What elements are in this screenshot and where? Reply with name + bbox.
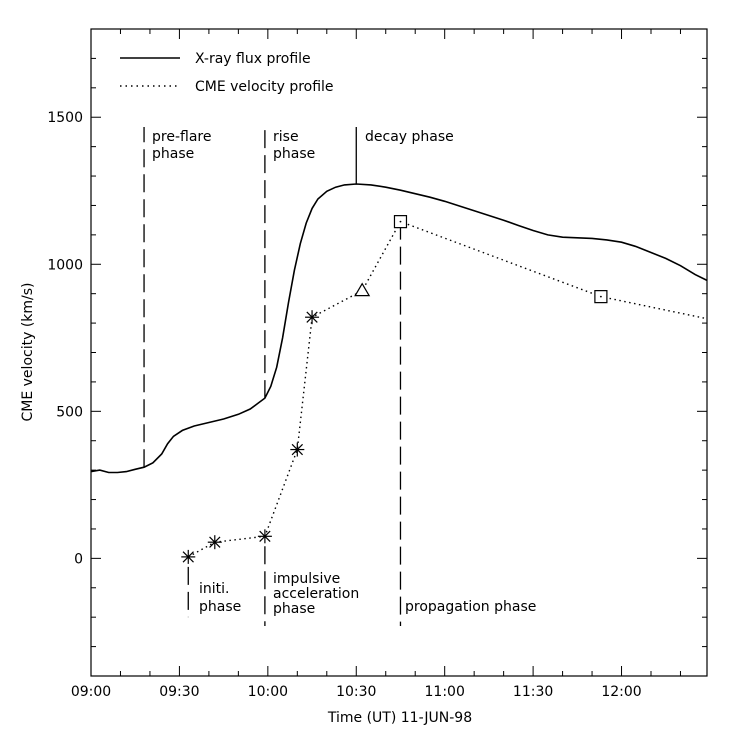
annotation-initi-2: phase <box>199 599 241 615</box>
x-tick-labels: 09:00 09:30 10:00 10:30 11:00 11:30 12:00 <box>71 684 642 700</box>
marker-square-dot <box>599 295 602 298</box>
x-tick-label: 12:00 <box>601 684 641 700</box>
series-line-cme-velocity <box>187 220 708 558</box>
marker-asterisk <box>207 535 222 550</box>
axis-ticks <box>90 28 707 677</box>
y-tick-label: 500 <box>56 404 83 420</box>
phase-lines <box>143 127 402 627</box>
y-tick-label: 1500 <box>47 110 83 126</box>
marker-triangle <box>354 282 371 297</box>
marker-asterisk-stroke <box>306 311 318 323</box>
phase-annotations: pre-flare phase rise phase decay phase i… <box>152 129 536 617</box>
y-tick-labels: 0 500 1000 1500 <box>47 110 83 567</box>
x-tick-label: 09:00 <box>71 684 111 700</box>
y-tick-label: 1000 <box>47 257 83 273</box>
legend-label-xray: X-ray flux profile <box>195 51 311 67</box>
marker-asterisk-stroke <box>291 443 303 456</box>
marker-asterisk <box>181 549 196 564</box>
marker-asterisk <box>290 442 305 457</box>
marker-asterisk <box>257 529 272 544</box>
annotation-initi-1: initi. <box>199 581 229 597</box>
marker-asterisk-stroke <box>259 530 271 542</box>
series-line-xray-flux <box>90 183 708 474</box>
series-markers-cme-velocity <box>181 215 608 564</box>
annotation-pre-flare-1: pre-flare <box>152 129 211 145</box>
annotation-impulsive-2: acceleration <box>273 586 359 602</box>
y-tick-label: 0 <box>74 551 83 567</box>
annotation-rise-2: phase <box>273 146 315 162</box>
x-tick-label: 09:30 <box>159 684 199 700</box>
x-tick-label: 10:00 <box>248 684 288 700</box>
plot-frame <box>90 28 708 677</box>
marker-asterisk-stroke <box>182 551 194 563</box>
y-axis-label: CME velocity (km/s) <box>20 283 36 422</box>
legend-label-cme: CME velocity profile <box>195 79 334 95</box>
marker-square-dot <box>399 220 402 223</box>
annotation-impulsive-3: phase <box>273 601 315 617</box>
annotation-decay: decay phase <box>365 129 454 145</box>
annotation-pre-flare-2: phase <box>152 146 194 162</box>
annotation-impulsive-1: impulsive <box>273 571 340 587</box>
x-axis-label: Time (UT) 11-JUN-98 <box>327 710 472 726</box>
annotation-rise-1: rise <box>273 129 299 145</box>
x-tick-label: 10:30 <box>336 684 376 700</box>
x-tick-label: 11:00 <box>425 684 465 700</box>
legend: X-ray flux profile CME velocity profile <box>120 51 334 95</box>
marker-asterisk-stroke <box>209 536 221 548</box>
marker-asterisk <box>305 310 320 325</box>
x-tick-label: 11:30 <box>513 684 553 700</box>
annotation-propagation: propagation phase <box>405 599 536 615</box>
